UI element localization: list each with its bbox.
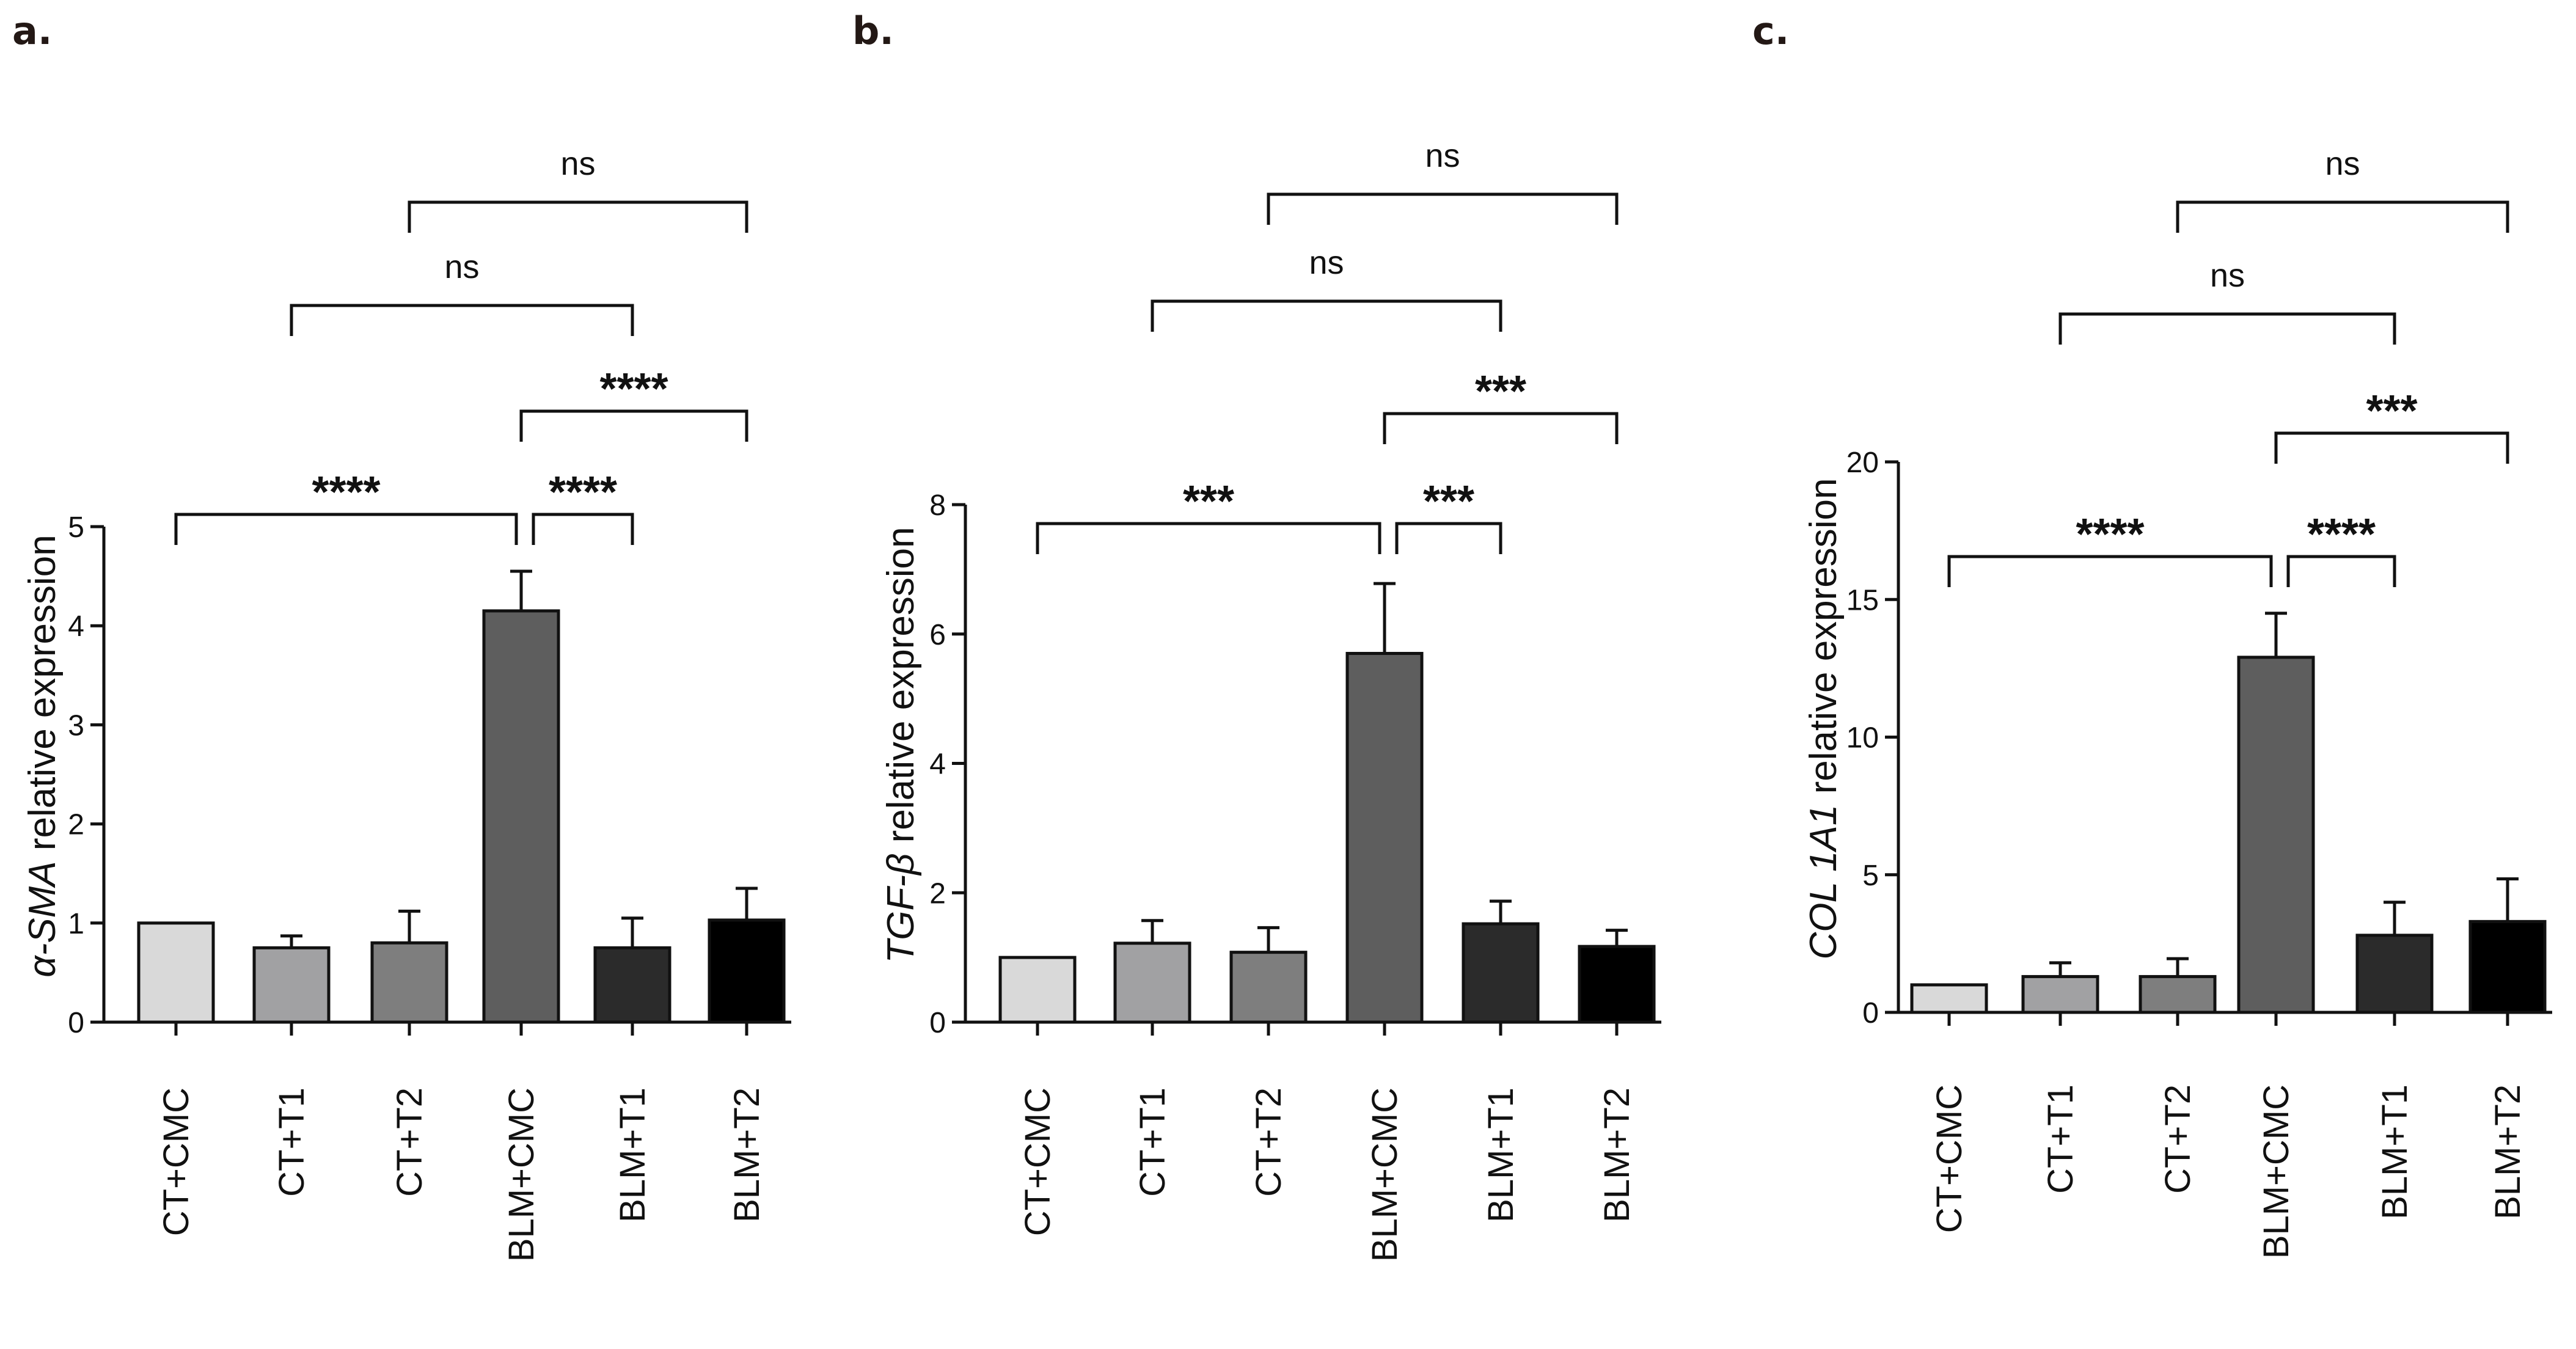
category-label: BLM+T1 xyxy=(613,1088,653,1223)
significance-bracket xyxy=(1383,412,1619,444)
category-label: BLM+CMC xyxy=(502,1088,541,1262)
category-label: BLM+T1 xyxy=(2375,1084,2415,1219)
significance-label: ns xyxy=(2325,145,2360,182)
y-tick-label: 6 xyxy=(929,619,946,651)
significance-label: ns xyxy=(1425,137,1460,174)
y-axis-label-text: relative expression xyxy=(21,535,64,861)
y-tick-label: 3 xyxy=(68,709,84,742)
panel-label: b. xyxy=(852,9,894,53)
bar-ct-t1 xyxy=(1113,941,1191,1024)
significance-label: *** xyxy=(1423,477,1474,526)
bar-blm-t2 xyxy=(1578,945,1656,1024)
significance-bracket xyxy=(1151,299,1502,332)
category-label: CT+CMC xyxy=(1018,1088,1058,1236)
category-label: BLM+CMC xyxy=(2256,1084,2296,1259)
category-label: BLM+T1 xyxy=(1481,1088,1521,1223)
y-axis-label: COL 1A1 relative expression xyxy=(1802,478,1845,959)
category-label: CT+CMC xyxy=(156,1088,196,1236)
bar-ct-cmc xyxy=(998,956,1077,1024)
y-tick-label: 2 xyxy=(929,877,946,910)
category-label: CT+T2 xyxy=(390,1088,430,1197)
category-label: BLM+T2 xyxy=(727,1088,767,1223)
significance-label: **** xyxy=(599,365,668,414)
category-label: BLM+T2 xyxy=(2488,1084,2528,1219)
category-label: BLM+T2 xyxy=(1597,1088,1637,1223)
y-tick-label: 5 xyxy=(68,511,84,544)
significance-bracket xyxy=(408,200,748,233)
y-axis-label-text: relative expression xyxy=(880,527,922,853)
bar-blm-cmc xyxy=(1345,652,1424,1024)
category-label: BLM+CMC xyxy=(1365,1088,1405,1262)
significance-bracket xyxy=(290,304,634,336)
category-label: CT+T2 xyxy=(1249,1088,1289,1197)
bar-blm-t1 xyxy=(1462,922,1540,1024)
bar-blm-t2 xyxy=(708,918,786,1024)
bar-blm-t1 xyxy=(2355,934,2434,1014)
bar-ct-t1 xyxy=(252,946,331,1024)
significance-label: ns xyxy=(1309,244,1344,281)
bar-ct-t2 xyxy=(1229,951,1308,1024)
y-axis-label-text: relative expression xyxy=(1802,478,1845,804)
panel-label: c. xyxy=(1752,9,1789,53)
significance-label: ns xyxy=(560,145,595,182)
significance-label: **** xyxy=(312,468,380,517)
category-label: CT+T1 xyxy=(1133,1088,1173,1197)
significance-label: ns xyxy=(2210,257,2245,294)
category-label: CT+T1 xyxy=(272,1088,312,1197)
bar-blm-cmc xyxy=(2237,656,2315,1014)
bar-blm-cmc xyxy=(482,609,560,1024)
y-tick-label: 1 xyxy=(68,908,84,940)
bar-ct-t1 xyxy=(2021,974,2099,1014)
significance-label: **** xyxy=(2076,510,2144,559)
significance-bracket xyxy=(174,513,518,545)
bar-ct-t2 xyxy=(370,941,448,1024)
y-tick-label: 15 xyxy=(1846,584,1879,616)
significance-label: *** xyxy=(1475,367,1526,416)
y-tick-label: 0 xyxy=(929,1007,946,1039)
category-label: CT+T1 xyxy=(2041,1084,2080,1194)
significance-bracket xyxy=(1395,522,1502,554)
significance-bracket xyxy=(2286,555,2396,587)
bar-blm-t1 xyxy=(593,946,671,1024)
significance-bracket xyxy=(2058,312,2396,345)
bar-ct-cmc xyxy=(137,921,215,1024)
bar-ct-cmc xyxy=(1910,983,1988,1014)
y-tick-label: 5 xyxy=(1862,860,1879,892)
category-label: CT+T2 xyxy=(2158,1084,2198,1194)
significance-bracket xyxy=(519,409,748,442)
significance-bracket xyxy=(1267,192,1619,225)
significance-label: *** xyxy=(1183,477,1234,526)
y-tick-label: 0 xyxy=(68,1007,84,1039)
category-label: CT+CMC xyxy=(1930,1084,1969,1233)
y-tick-label: 8 xyxy=(929,489,946,522)
significance-label: *** xyxy=(2366,387,2417,436)
significance-bracket xyxy=(1036,522,1381,554)
y-axis-label-gene: COL 1A1 xyxy=(1802,805,1845,960)
bar-ct-t2 xyxy=(2139,974,2217,1014)
significance-label: ns xyxy=(444,249,479,285)
y-axis-label-gene: α-SMA xyxy=(21,861,64,977)
y-tick-label: 4 xyxy=(68,610,84,643)
y-tick-label: 4 xyxy=(929,748,946,781)
bar-blm-t2 xyxy=(2468,919,2547,1014)
y-axis-label: TGF-β relative expression xyxy=(880,527,922,963)
significance-bracket xyxy=(532,513,634,545)
y-tick-label: 0 xyxy=(1862,997,1879,1029)
y-axis-label-gene: TGF-β xyxy=(880,854,922,963)
y-tick-label: 20 xyxy=(1846,447,1879,479)
y-tick-label: 10 xyxy=(1846,722,1879,755)
significance-bracket xyxy=(2176,200,2509,233)
significance-bracket xyxy=(1947,555,2273,587)
y-tick-label: 2 xyxy=(68,809,84,841)
significance-bracket xyxy=(2274,431,2509,464)
panel-label: a. xyxy=(12,9,52,53)
y-axis-label: α-SMA relative expression xyxy=(21,535,64,978)
significance-label: **** xyxy=(549,468,617,517)
significance-label: **** xyxy=(2307,510,2376,559)
